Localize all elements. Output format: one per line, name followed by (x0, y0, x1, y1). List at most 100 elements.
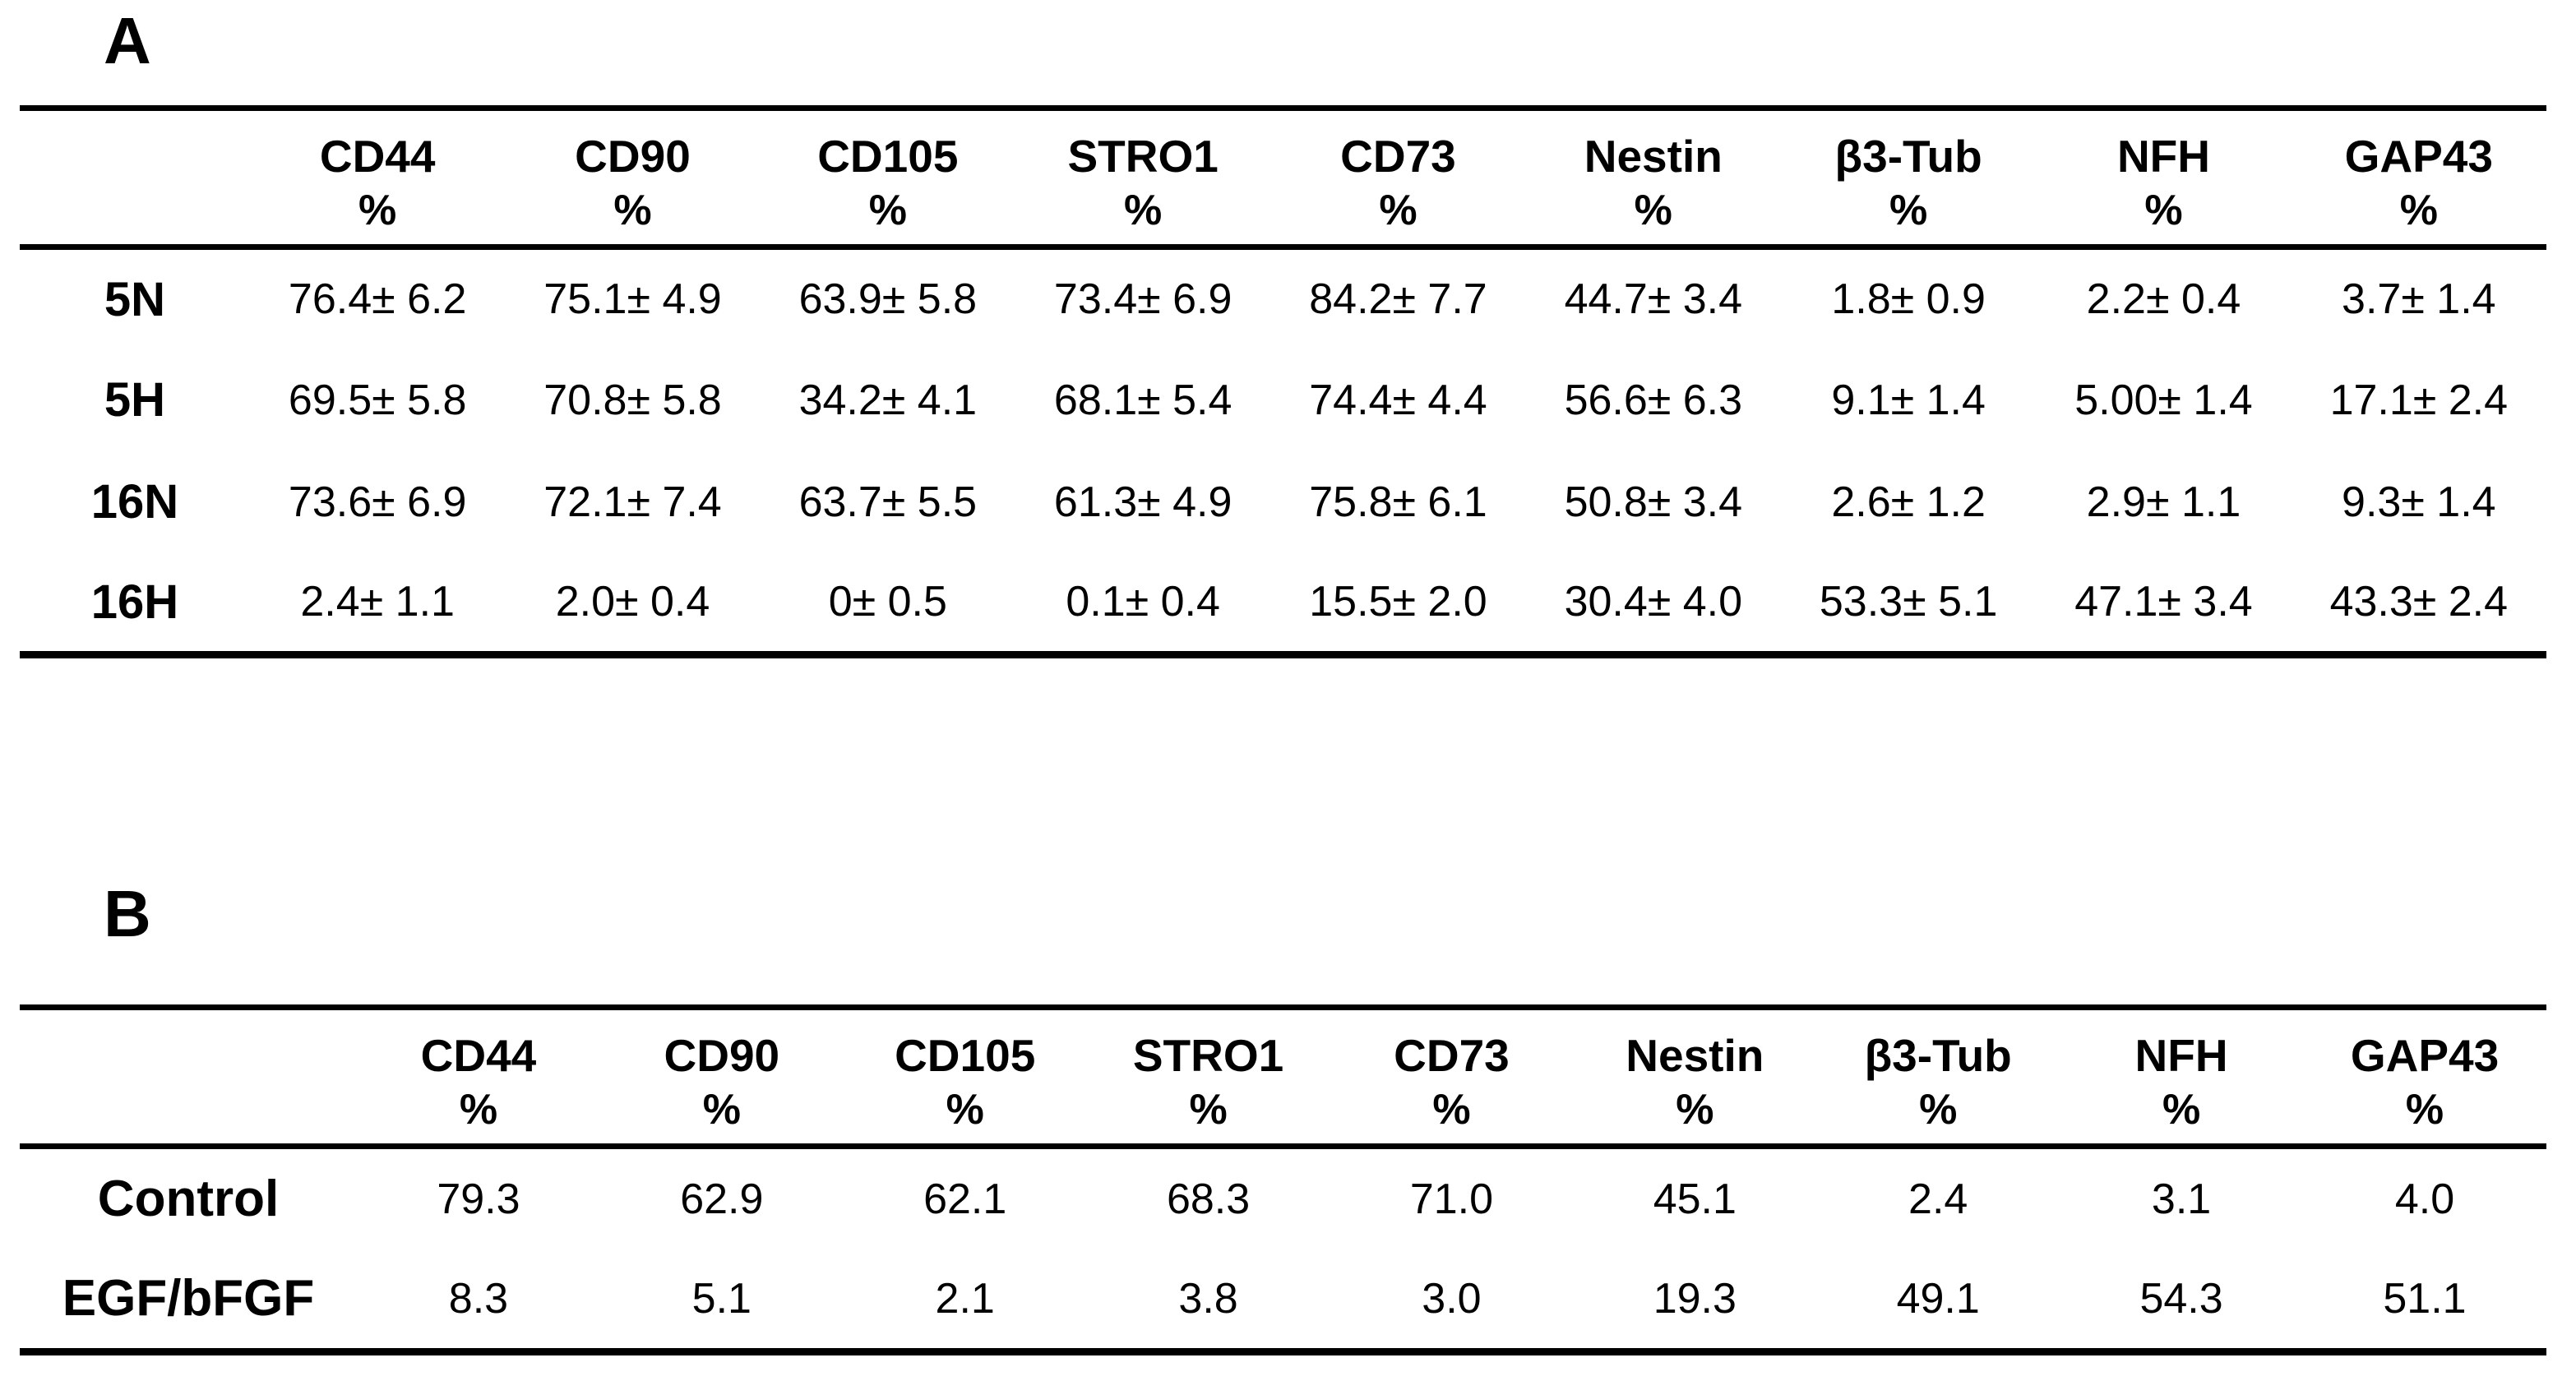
value-cell: 30.4± 4.0 (1564, 578, 1743, 626)
value-cell: 8.3 (448, 1274, 509, 1323)
unit-label: % (2144, 187, 2183, 234)
value-cell: 69.5± 5.8 (288, 376, 467, 424)
marker-name: GAP43 (2344, 131, 2493, 182)
marker-name: NFH (2134, 1030, 2228, 1081)
panel-b-label: B (104, 877, 151, 950)
col-header-cd44: CD44 % (250, 109, 505, 247)
value-cell: 5.00± 1.4 (2074, 376, 2253, 424)
value-cell: 17.1± 2.4 (2329, 376, 2509, 424)
value-cell: 44.7± 3.4 (1564, 275, 1743, 324)
value-cell: 19.3 (1653, 1274, 1737, 1323)
value-cell: 76.4± 6.2 (288, 275, 467, 324)
unit-label: % (459, 1086, 498, 1134)
unit-label: % (702, 1086, 741, 1134)
col-header-nestin: Nestin % (1573, 1008, 1816, 1147)
unit-label: % (1889, 187, 1928, 234)
table-row-5n: 5N 76.4± 6.2 75.1± 4.9 63.9± 5.8 73.4± 6… (20, 247, 2546, 349)
row-label: 5H (104, 373, 166, 427)
marker-name: β3-Tub (1834, 131, 1982, 182)
value-cell: 75.8± 6.1 (1309, 478, 1487, 526)
value-cell: 3.0 (1422, 1274, 1482, 1323)
header-row: CD44 % CD90 % CD105 % STRO1 % CD73 % (20, 1008, 2546, 1147)
col-header-nfh: NFH % (2036, 109, 2291, 247)
col-header-cd90: CD90 % (600, 1008, 844, 1147)
value-cell: 53.3± 5.1 (1819, 578, 1998, 626)
value-cell: 2.9± 1.1 (2086, 478, 2241, 526)
unit-label: % (1634, 187, 1672, 234)
value-cell: 5.1 (691, 1274, 752, 1323)
value-cell: 47.1± 3.4 (2074, 578, 2253, 626)
col-header-b3tub: β3-Tub % (1781, 109, 2036, 247)
unit-label: % (1432, 1086, 1471, 1134)
value-cell: 2.0± 0.4 (555, 578, 710, 626)
marker-name: NFH (2116, 131, 2210, 182)
marker-name: CD44 (319, 131, 436, 182)
col-header-gap43: GAP43 % (2303, 1008, 2546, 1147)
value-cell: 3.7± 1.4 (2342, 275, 2496, 324)
marker-name: CD44 (420, 1030, 537, 1081)
unit-label: % (1676, 1086, 1714, 1134)
value-cell: 34.2± 4.1 (798, 376, 978, 424)
marker-name: STRO1 (1067, 131, 1219, 182)
unit-label: % (868, 187, 907, 234)
value-cell: 68.1± 5.4 (1053, 376, 1233, 424)
row-label: 16H (90, 575, 179, 629)
col-header-cd105: CD105 % (844, 1008, 1087, 1147)
table-row-5h: 5H 69.5± 5.8 70.8± 5.8 34.2± 4.1 68.1± 5… (20, 349, 2546, 451)
marker-name: β3-Tub (1864, 1030, 2012, 1081)
value-cell: 62.9 (680, 1175, 764, 1223)
unit-label: % (1189, 1086, 1228, 1134)
value-cell: 4.0 (2394, 1175, 2455, 1223)
value-cell: 75.1± 4.9 (543, 275, 722, 324)
col-header-gap43: GAP43 % (2292, 109, 2546, 247)
corner-cell (20, 1008, 357, 1147)
unit-label: % (1919, 1086, 1958, 1134)
value-cell: 84.2± 7.7 (1309, 275, 1487, 324)
value-cell: 2.4± 1.1 (300, 578, 455, 626)
marker-name: Nestin (1584, 131, 1723, 182)
row-label: 16N (90, 475, 179, 529)
marker-name: CD73 (1340, 131, 1456, 182)
marker-name: STRO1 (1132, 1030, 1284, 1081)
col-header-cd73: CD73 % (1330, 1008, 1574, 1147)
value-cell: 3.1 (2151, 1175, 2212, 1223)
row-label: Control (97, 1171, 280, 1228)
col-header-stro1: STRO1 % (1015, 109, 1270, 247)
value-cell: 79.3 (437, 1175, 520, 1223)
value-cell: 45.1 (1653, 1175, 1737, 1223)
panel-b-table: CD44 % CD90 % CD105 % STRO1 % CD73 % (20, 1004, 2546, 1355)
unit-label: % (613, 187, 652, 234)
col-header-cd44: CD44 % (357, 1008, 600, 1147)
value-cell: 1.8± 0.9 (1831, 275, 1986, 324)
value-cell: 9.3± 1.4 (2342, 478, 2496, 526)
value-cell: 2.6± 1.2 (1831, 478, 1986, 526)
marker-name: CD73 (1394, 1030, 1510, 1081)
col-header-stro1: STRO1 % (1087, 1008, 1330, 1147)
value-cell: 15.5± 2.0 (1309, 578, 1487, 626)
col-header-cd90: CD90 % (505, 109, 760, 247)
unit-label: % (1379, 187, 1417, 234)
value-cell: 49.1 (1896, 1274, 1980, 1323)
value-cell: 0± 0.5 (828, 578, 947, 626)
value-cell: 68.3 (1166, 1175, 1251, 1223)
value-cell: 61.3± 4.9 (1053, 478, 1233, 526)
value-cell: 2.2± 0.4 (2086, 275, 2241, 324)
value-cell: 51.1 (2383, 1274, 2467, 1323)
value-cell: 3.8 (1178, 1274, 1238, 1323)
value-cell: 63.7± 5.5 (798, 478, 978, 526)
marker-name: CD105 (895, 1030, 1036, 1081)
panel-a-label: A (104, 4, 151, 77)
row-label: EGF/bFGF (62, 1270, 315, 1328)
col-header-cd73: CD73 % (1270, 109, 1525, 247)
table-row-egf-bfgf: EGF/bFGF 8.3 5.1 2.1 3.8 3.0 19.3 49.1 5… (20, 1249, 2546, 1352)
col-header-b3tub: β3-Tub % (1816, 1008, 2060, 1147)
marker-name: CD90 (575, 131, 691, 182)
value-cell: 62.1 (923, 1175, 1007, 1223)
col-header-nfh: NFH % (2060, 1008, 2303, 1147)
unit-label: % (1124, 187, 1163, 234)
unit-label: % (2405, 1086, 2444, 1134)
value-cell: 63.9± 5.8 (798, 275, 978, 324)
unit-label: % (2399, 187, 2438, 234)
value-cell: 43.3± 2.4 (2329, 578, 2509, 626)
value-cell: 71.0 (1409, 1175, 1494, 1223)
